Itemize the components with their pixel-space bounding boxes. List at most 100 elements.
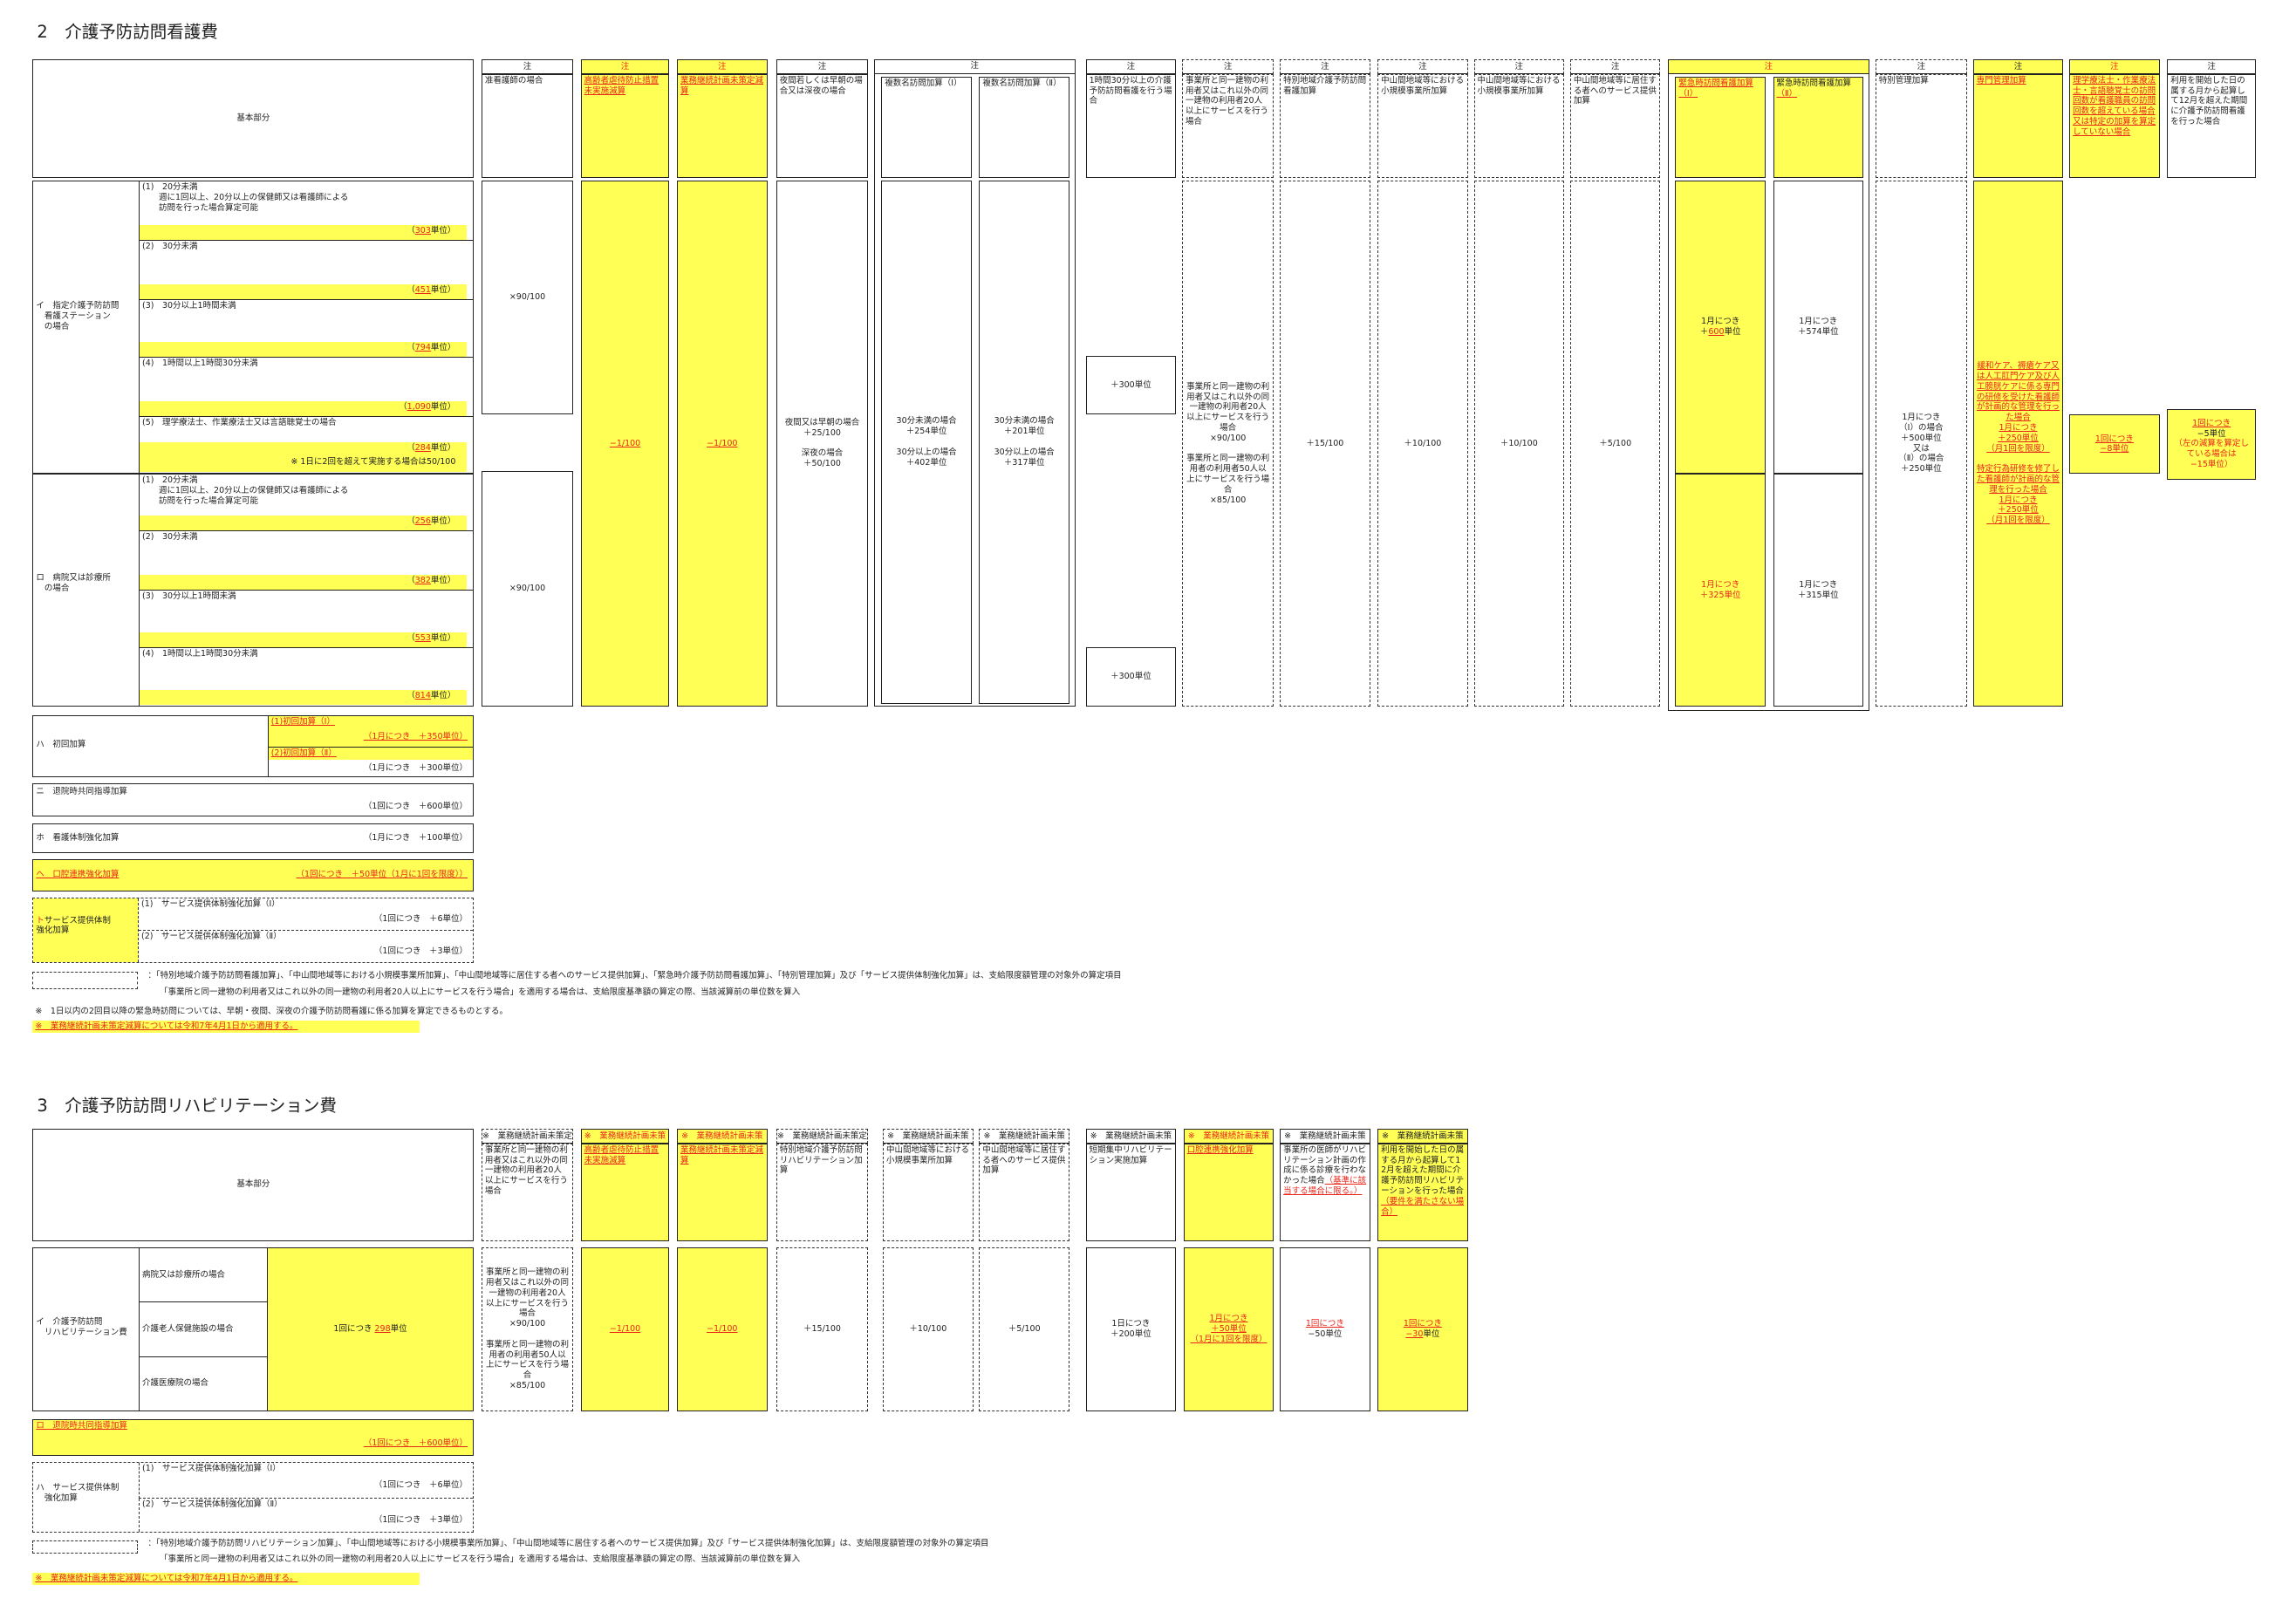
text: 専門管理加算	[1976, 75, 2026, 85]
s2-to-label-wrap: トサービス提供体制 強化加算	[33, 915, 113, 938]
s2-kinkyu2-ro-value: 1月につき ＋315単位	[1773, 474, 1864, 707]
cell-text: 事業所と同一建物の利用者又はこれ以外の同一建物の利用者20人以上にサービスを行う…	[1186, 382, 1270, 506]
text: −1/100	[707, 1324, 738, 1335]
text: 単位）	[430, 516, 456, 526]
s2-note1: ※ 1日以内の2回目以降の緊急時訪問については、早朝・夜間、深夜の介護予防訪問看…	[35, 1006, 508, 1016]
s2-basic-header: 基本部分	[32, 58, 475, 178]
s3-i-label: イ 介護予防訪問 リハビリテーション費	[36, 1316, 127, 1337]
text: 口腔連携強化加算	[1186, 1144, 1254, 1155]
s3-chusan-note-header: ※ 業務継続計画未策定減算については令和7年4月1日から適用する。	[883, 1128, 974, 1180]
s2-to-r1-value: （1回につき ＋6単位）	[373, 914, 468, 924]
s3-basic-header-text: 基本部分	[236, 1179, 270, 1190]
s3-ha-label: ハ サービス提供体制 強化加算	[36, 1482, 120, 1503]
cell-text: ＋10/100	[1478, 439, 1561, 449]
text: （	[407, 632, 415, 643]
basic-row: (3) 30分以上1時間未満 （553単位）	[139, 591, 474, 648]
s2-kaishi-note-header: 注	[2167, 58, 2257, 74]
cell-text: −1/100	[680, 439, 764, 449]
text: （	[407, 516, 415, 526]
s3-bcp-value: −1/100	[677, 1247, 768, 1412]
text: −1/100	[707, 438, 738, 448]
text: 業務継続計画未策定減算	[680, 1144, 764, 1165]
text: （Ⅱ）	[1776, 89, 1798, 99]
s2-fukusu-note: 注	[873, 59, 1076, 74]
s2-ro-rows: (1) 20分未満 週に1回以上、20分以上の保健師又は看護師による 訪問を行っ…	[138, 475, 474, 706]
s2-ni-value: （1回につき ＋600単位）	[363, 801, 468, 811]
s3-note-wrap: ※ 業務継続計画未策定減算については令和7年4月1日から適用する。	[32, 1573, 420, 1586]
s2-douitsu-note-header: 注	[1182, 58, 1274, 74]
s3-bcp-note-header: ※ 業務継続計画未策定減算については令和7年4月1日から適用する。	[677, 1128, 768, 1180]
s2-long-note-header: 注	[1085, 58, 1177, 74]
cell-text: 事業所と同一建物の利用者又はこれ以外の同一建物の利用者20人以上にサービスを行う…	[485, 1267, 570, 1391]
s2-to-r1-label: (1) サービス提供体制強化加算（Ⅰ）	[140, 899, 280, 909]
s3-chusan-header: 中山間地域等における小規模事業所加算	[883, 1143, 974, 1241]
text: 単位	[1423, 1329, 1440, 1339]
s2-long-header: 1時間30分以上の介護予防訪問看護を行う場合	[1085, 73, 1177, 178]
text: ＋5/100	[1599, 438, 1632, 448]
cell-text: 30分未満の場合 ＋201単位 30分以上の場合 ＋317単位	[982, 416, 1066, 468]
row-units: （794単位）	[404, 342, 458, 354]
row-units: （382単位）	[404, 575, 458, 587]
text: 382	[414, 575, 431, 585]
s2-kinkyu1-ro-value: 1月につき ＋325単位	[1675, 474, 1766, 707]
units-band: （451単位）	[139, 283, 468, 299]
cell-text: 緩和ケア、褥瘡ケア又は人工肛門ケア及び人工膀胱ケアに係る専門の研修を受けた看護師…	[1977, 361, 2060, 526]
row-name: (1) 20分未満 週に1回以上、20分以上の保健師又は看護師による 訪問を行っ…	[141, 475, 349, 506]
text: ＋300単位	[1110, 672, 1151, 682]
cell-text: −1/100	[584, 1324, 666, 1335]
s2-he-section: ヘ 口腔連携強化加算 （1回につき ＋50単位（1月に1回を限度））	[32, 858, 475, 892]
s3-douitsu-header: 事業所と同一建物の利用者又はこれ以外の同一建物の利用者20人以上にサービスを行う…	[481, 1143, 574, 1241]
text: （	[407, 442, 415, 453]
text: 30分未満の場合 ＋254単位 30分以上の場合 ＋402単位	[896, 416, 957, 468]
cell-text: 1日につき ＋200単位	[1090, 1319, 1173, 1340]
s2-ni-section: ニ 退院時共同指導加算 （1回につき ＋600単位）	[32, 783, 475, 816]
s2-to-mark: ト	[36, 915, 44, 926]
s2-yakan-header: 夜間若しくは早朝の場合又は深夜の場合	[776, 73, 869, 178]
s2-ha-r1: (1)初回加算（Ⅰ） （1月につき ＋350単位）	[267, 716, 474, 748]
text: 単位）	[430, 343, 456, 353]
text: ×90/100	[509, 292, 546, 303]
text: 中山間地域等における小規模事業所加算	[1477, 75, 1561, 96]
s2-ha-r2-value: （1月につき ＋300単位）	[363, 762, 468, 773]
row-units: （451単位）	[404, 284, 458, 297]
cell-text: ×90/100	[485, 584, 570, 594]
row-name: (1) 20分未満 週に1回以上、20分以上の保健師又は看護師による 訪問を行っ…	[141, 182, 349, 213]
cell-text: ＋15/100	[1283, 439, 1367, 449]
s3-legend-swatch	[32, 1540, 138, 1554]
row-units: （284単位）	[404, 442, 458, 454]
units-band: （794単位）	[139, 342, 468, 358]
s2-ha-r1-value: （1月につき ＋350単位）	[363, 732, 468, 742]
cell-text: ＋10/100	[1381, 439, 1465, 449]
s2-yakan-value: 夜間又は早朝の場合 ＋25/100 深夜の場合 ＋50/100	[776, 181, 869, 707]
text: 1回につき	[1403, 1319, 1442, 1329]
units-band: （284単位） ※ 1日に2回を超えて実施する場合は50/100	[139, 441, 468, 472]
s3-douitsu-value: 事業所と同一建物の利用者又はこれ以外の同一建物の利用者20人以上にサービスを行う…	[481, 1247, 574, 1412]
cell-text: 1月につき ＋600単位	[1678, 317, 1762, 338]
s2-yakan-note-header: 注	[776, 58, 869, 74]
text: −1/100	[609, 1324, 641, 1335]
s2-tokukan-value: 1月につき （Ⅰ）の場合 ＋500単位 又は （Ⅱ）の場合 ＋250単位	[1875, 181, 1967, 707]
row-units: （303単位）	[404, 225, 458, 237]
basic-row: (4) 1時間以上1時間30分未満 （1,090単位）	[139, 358, 474, 418]
text: 緊急時訪問看護加算	[1776, 79, 1852, 89]
s2-ha-label: ハ 初回加算	[36, 739, 86, 749]
text: 利用を開始した日の属する月から起算して12月を超えた期間に介護予防訪問リハビリテ…	[1381, 1144, 1465, 1197]
s3-i-row-roken: 介護老人保健施設の場合	[139, 1302, 267, 1358]
s2-bcp-header: 業務継続計画未策定減算	[677, 73, 768, 178]
s2-to-label-cell: トサービス提供体制 強化加算	[33, 898, 139, 962]
cell-text: 1回につき −30単位	[1381, 1319, 1465, 1340]
text: 中山間地域等における小規模事業所加算	[886, 1144, 970, 1165]
s2-to-r2-label: (2) サービス提供体制強化加算（Ⅱ）	[140, 932, 282, 942]
text: 単位）	[430, 575, 456, 585]
s3-tanki-value: 1日につき ＋200単位	[1085, 1247, 1177, 1412]
text: 単位）	[430, 402, 456, 413]
s3-tokubetsu-note-header: ※ 業務継続計画未策定減算については令和7年4月1日から適用する。	[776, 1128, 869, 1167]
text: （基準に該当する場合に限る。）	[1283, 1176, 1367, 1197]
text: 1日につき ＋200単位	[1110, 1319, 1151, 1339]
text: 事業所と同一建物の利用者又はこれ以外の同一建物の利用者20人以上にサービスを行う…	[1186, 75, 1269, 127]
s2-kinkyu1-header: 緊急時訪問看護加算（Ⅰ）	[1675, 77, 1766, 178]
s2-chusan2-value: ＋10/100	[1473, 181, 1565, 707]
s2-legend-text2: 「事業所と同一建物の利用者又はこれ以外の同一建物の利用者20人以上にサービスを行…	[160, 987, 801, 997]
s2-gyaku-header: 高齢者虐待防止措置未実施減算	[580, 73, 670, 178]
